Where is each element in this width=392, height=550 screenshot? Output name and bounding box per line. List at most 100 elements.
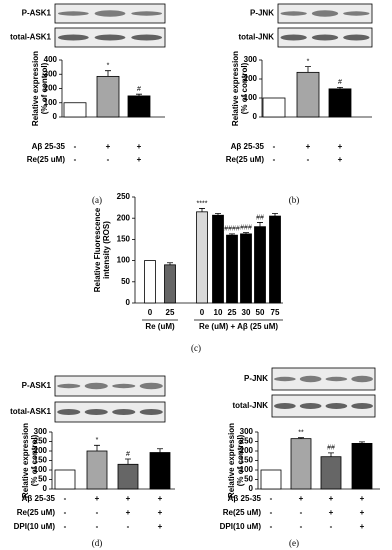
bar (351, 442, 373, 490)
bar (164, 264, 176, 304)
blot-band (325, 376, 348, 382)
blot (54, 375, 166, 397)
condition-sign: + (299, 494, 304, 503)
blot-band (299, 403, 322, 409)
y-tick-label: 200 (117, 213, 131, 222)
blot-label: P-JNK (250, 9, 274, 18)
bar (54, 469, 76, 490)
blot-band (325, 403, 348, 409)
condition-sign: + (338, 155, 343, 164)
significance: # (137, 86, 141, 93)
significance: ### (240, 224, 252, 231)
significance: ** (298, 430, 304, 437)
x-tick-label: 30 (242, 308, 251, 317)
y-axis-label: (% of control) (240, 62, 249, 114)
blot-band (57, 383, 81, 389)
y-tick-label: 250 (34, 437, 48, 446)
group-label: Re (uM) (145, 322, 175, 331)
bar (196, 211, 208, 304)
error-bar (337, 86, 343, 89)
y-tick-label: 400 (44, 55, 58, 64)
significance: ## (256, 214, 264, 221)
y-axis-label: (% of control) (30, 434, 39, 486)
condition-label: Aβ 25-35 (228, 494, 262, 503)
significance: # (126, 451, 130, 458)
bar (262, 97, 286, 118)
error-bar (305, 66, 311, 73)
y-tick-label: 150 (34, 456, 48, 465)
y-tick-label: 100 (244, 93, 258, 102)
blot-band (139, 382, 163, 390)
significance: # (338, 79, 342, 86)
blot-band (343, 34, 370, 41)
x-tick-label: 75 (271, 308, 280, 317)
bar (96, 75, 120, 118)
y-axis-label: Relative expression (231, 51, 240, 126)
condition-label: DPI(10 uM) (220, 522, 262, 531)
panel-label: (a) (92, 195, 102, 205)
condition-sign: - (273, 142, 276, 151)
blot-label: total-ASK1 (10, 407, 51, 416)
condition-sign: + (137, 155, 142, 164)
blot-band (280, 11, 307, 16)
condition-sign: - (64, 522, 67, 531)
bar (117, 463, 139, 490)
blot-band (351, 375, 373, 383)
blot-band (351, 403, 373, 409)
condition-sign: - (307, 155, 310, 164)
error-bar (257, 222, 263, 227)
blot-band (84, 382, 108, 390)
bar (127, 95, 151, 118)
condition-sign: + (329, 494, 334, 503)
blot-band (280, 34, 307, 41)
condition-label: Aβ 25-35 (22, 494, 56, 503)
bar (63, 102, 87, 118)
condition-label: Re(25 uM) (223, 508, 262, 517)
significance: #### (224, 226, 240, 233)
condition-sign: - (64, 508, 67, 517)
y-tick-label: 150 (240, 456, 254, 465)
y-tick-label: 200 (240, 446, 254, 455)
y-tick-label: 50 (121, 277, 130, 286)
blot-band (343, 11, 370, 16)
x-tick-label: 0 (200, 308, 205, 317)
blot-band (139, 409, 163, 415)
significance: * (107, 63, 110, 70)
y-tick-label: 0 (249, 484, 254, 493)
error-bar (167, 262, 173, 265)
condition-sign: - (330, 522, 333, 531)
error-bar (215, 213, 221, 216)
error-bar (243, 232, 249, 234)
blot-band (57, 11, 89, 16)
condition-sign: + (137, 142, 142, 151)
blot-band (274, 376, 296, 382)
y-tick-label: 150 (117, 235, 131, 244)
condition-sign: + (158, 522, 163, 531)
y-tick-label: 200 (34, 446, 48, 455)
error-bar (136, 93, 142, 96)
significance: **** (197, 200, 208, 207)
y-axis-label: Relative Fluorescence (93, 207, 102, 292)
y-axis-label: (% of control) (236, 434, 245, 486)
error-bar (229, 233, 235, 236)
error-bar (328, 452, 334, 457)
error-bar (157, 448, 163, 453)
condition-sign: - (74, 142, 77, 151)
bar (296, 71, 320, 118)
condition-label: Re(25 uM) (27, 155, 66, 164)
y-tick-label: 100 (240, 465, 254, 474)
y-axis-label: Relative expression (31, 51, 40, 126)
condition-sign: + (360, 522, 365, 531)
condition-sign: + (106, 142, 111, 151)
blot-band (131, 11, 163, 16)
y-tick-label: 50 (244, 475, 253, 484)
blot-band (274, 403, 296, 409)
error-bar (94, 444, 100, 451)
y-tick-label: 100 (117, 256, 131, 265)
condition-label: Aβ 25-35 (32, 142, 66, 151)
error-bar (272, 213, 278, 217)
error-bar (125, 458, 131, 465)
y-axis-label: Relative expression (227, 423, 236, 498)
condition-label: Aβ 25-35 (231, 142, 265, 151)
y-tick-label: 300 (34, 427, 48, 436)
